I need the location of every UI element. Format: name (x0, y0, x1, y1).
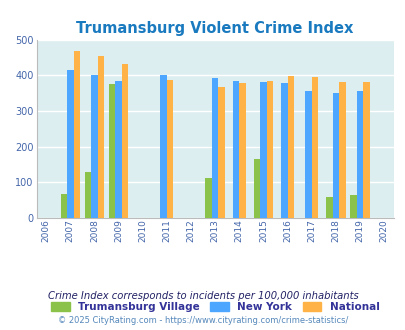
Legend: Trumansburg Village, New York, National: Trumansburg Village, New York, National (47, 298, 383, 316)
Bar (60, 194, 67, 218)
Title: Trumansburg Violent Crime Index: Trumansburg Violent Crime Index (76, 21, 353, 36)
Text: © 2025 CityRating.com - https://www.cityrating.com/crime-statistics/: © 2025 CityRating.com - https://www.city… (58, 316, 347, 325)
Bar (205, 178, 211, 218)
Bar (122, 64, 128, 218)
Bar (98, 56, 104, 218)
Bar (338, 82, 345, 218)
Bar (67, 70, 73, 218)
Bar (305, 90, 311, 218)
Bar (287, 76, 293, 218)
Bar (218, 87, 224, 218)
Bar (166, 80, 173, 218)
Bar (280, 83, 287, 218)
Bar (350, 195, 356, 218)
Bar (253, 159, 260, 218)
Bar (115, 81, 122, 218)
Bar (232, 81, 239, 218)
Bar (325, 197, 332, 218)
Bar (109, 84, 115, 218)
Bar (239, 83, 245, 218)
Bar (160, 75, 166, 218)
Bar (91, 75, 98, 218)
Bar (356, 90, 362, 218)
Text: Crime Index corresponds to incidents per 100,000 inhabitants: Crime Index corresponds to incidents per… (47, 291, 358, 301)
Bar (73, 51, 80, 218)
Bar (260, 82, 266, 218)
Bar (211, 78, 218, 218)
Bar (311, 77, 318, 218)
Bar (362, 82, 369, 218)
Bar (266, 81, 273, 218)
Bar (332, 93, 338, 218)
Bar (85, 172, 91, 218)
